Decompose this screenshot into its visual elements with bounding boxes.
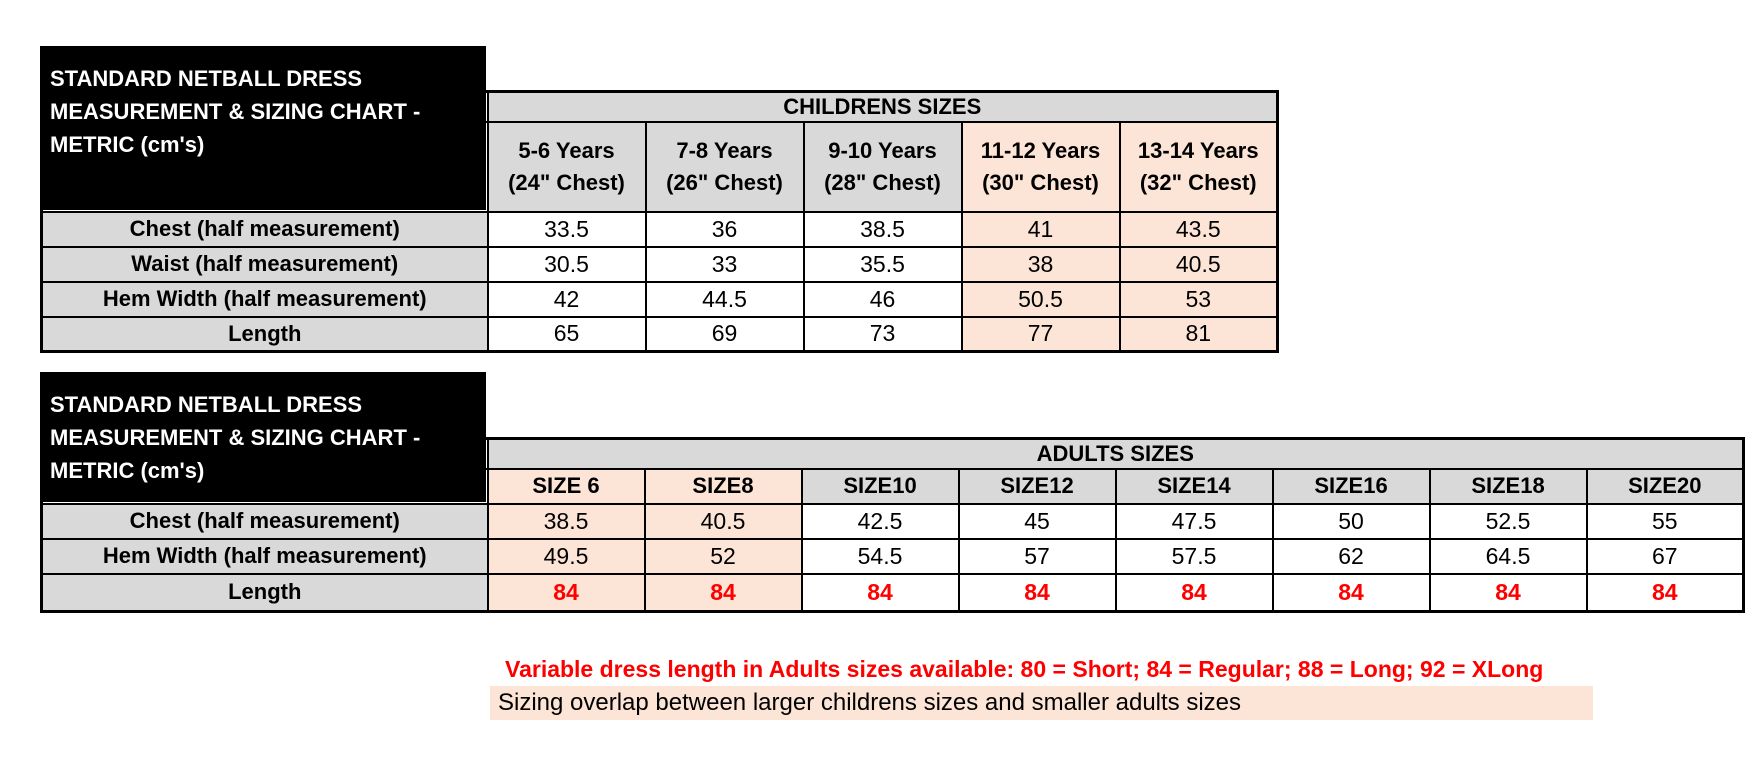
table-title-line: MEASUREMENT & SIZING CHART - (50, 99, 421, 124)
size-value-cell: 47.5 (1114, 502, 1274, 540)
row-label: Length (40, 315, 489, 353)
column-header-line: (24" Chest) (508, 169, 625, 195)
size-value-cell: 52.5 (1428, 502, 1588, 540)
column-header: SIZE 6 (486, 467, 646, 505)
size-value-cell: 84 (800, 572, 960, 613)
column-header-line: SIZE18 (1471, 473, 1545, 498)
row-label: Hem Width (half measurement) (40, 280, 489, 318)
column-header-line: 13-14 Years (1137, 137, 1259, 163)
row-label: Chest (half measurement) (40, 210, 489, 248)
row-label: Hem Width (half measurement) (40, 537, 489, 575)
size-value-cell: 84 (1114, 572, 1274, 613)
row-label: Length (40, 572, 489, 613)
column-header-line: 7-8 Years (676, 137, 773, 163)
column-header-line: SIZE10 (843, 473, 917, 498)
column-header-line: 5-6 Years (518, 137, 615, 163)
sizing-overlap-note: Sizing overlap between larger childrens … (490, 686, 1593, 720)
size-value-cell: 46 (802, 280, 963, 318)
size-value-cell: 33.5 (486, 210, 647, 248)
size-value-cell: 84 (1585, 572, 1745, 613)
column-header-line: SIZE 6 (532, 473, 600, 498)
size-value-cell: 73 (802, 315, 963, 353)
column-header: 13-14 Years (32" Chest) (1118, 120, 1279, 213)
size-value-cell: 41 (960, 210, 1121, 248)
table-title-line: STANDARD NETBALL DRESS (50, 392, 363, 417)
column-header: SIZE10 (800, 467, 960, 505)
column-header-line: (28" Chest) (824, 169, 941, 195)
column-header: 9-10 Years (28" Chest) (802, 120, 963, 213)
size-value-cell: 52 (643, 537, 803, 575)
table-title-line: METRIC (cm's) (50, 458, 205, 483)
size-value-cell: 77 (960, 315, 1121, 353)
column-header: SIZE18 (1428, 467, 1588, 505)
size-value-cell: 43.5 (1118, 210, 1279, 248)
size-value-cell: 57 (957, 537, 1117, 575)
table-title-line: METRIC (cm's) (50, 132, 205, 157)
size-value-cell: 65 (486, 315, 647, 353)
column-header: SIZE20 (1585, 467, 1745, 505)
size-value-cell: 44.5 (644, 280, 805, 318)
size-value-cell: 84 (1271, 572, 1431, 613)
column-header-line: SIZE20 (1628, 473, 1702, 498)
size-value-cell: 42 (486, 280, 647, 318)
variable-length-note: Variable dress length in Adults sizes av… (505, 656, 1544, 682)
size-value-cell: 38 (960, 245, 1121, 283)
size-value-cell: 45 (957, 502, 1117, 540)
row-label: Waist (half measurement) (40, 245, 489, 283)
size-value-cell: 84 (957, 572, 1117, 613)
size-value-cell: 62 (1271, 537, 1431, 575)
size-value-cell: 84 (1428, 572, 1588, 613)
column-header: 5-6 Years (24" Chest) (486, 120, 647, 213)
size-value-cell: 30.5 (486, 245, 647, 283)
size-value-cell: 50.5 (960, 280, 1121, 318)
size-value-cell: 40.5 (1118, 245, 1279, 283)
column-header: 11-12 Years (30" Chest) (960, 120, 1121, 213)
adults-table-title-box: STANDARD NETBALL DRESS MEASUREMENT & SIZI… (40, 372, 486, 502)
size-value-cell: 38.5 (802, 210, 963, 248)
column-header: 7-8 Years (26" Chest) (644, 120, 805, 213)
column-header-line: SIZE12 (1000, 473, 1074, 498)
size-value-cell: 49.5 (486, 537, 646, 575)
size-value-cell: 55 (1585, 502, 1745, 540)
childrens-table-title-box: STANDARD NETBALL DRESS MEASUREMENT & SIZI… (40, 46, 486, 210)
column-header: SIZE14 (1114, 467, 1274, 505)
size-value-cell: 35.5 (802, 245, 963, 283)
size-value-cell: 33 (644, 245, 805, 283)
size-value-cell: 84 (486, 572, 646, 613)
column-header-line: 9-10 Years (828, 137, 937, 163)
size-value-cell: 38.5 (486, 502, 646, 540)
column-header-line: SIZE8 (692, 473, 754, 498)
column-header: SIZE8 (643, 467, 803, 505)
size-value-cell: 54.5 (800, 537, 960, 575)
column-header: SIZE12 (957, 467, 1117, 505)
size-value-cell: 50 (1271, 502, 1431, 540)
size-value-cell: 67 (1585, 537, 1745, 575)
column-header-line: SIZE14 (1157, 473, 1231, 498)
row-label: Chest (half measurement) (40, 502, 489, 540)
group-header: CHILDRENS SIZES (486, 90, 1279, 123)
childrens-sizes-table: CHILDRENS SIZES 5-6 Years (24" Chest) 7-8 Y… (40, 90, 1279, 353)
size-value-cell: 36 (644, 210, 805, 248)
size-value-cell: 57.5 (1114, 537, 1274, 575)
size-value-cell: 81 (1118, 315, 1279, 353)
column-header-line: (30" Chest) (982, 169, 1099, 195)
size-value-cell: 42.5 (800, 502, 960, 540)
column-header-line: (26" Chest) (666, 169, 783, 195)
table-title-line: MEASUREMENT & SIZING CHART - (50, 425, 421, 450)
size-value-cell: 53 (1118, 280, 1279, 318)
column-header-line: (32" Chest) (1139, 169, 1257, 195)
table-title-line: STANDARD NETBALL DRESS (50, 66, 363, 91)
column-header: SIZE16 (1271, 467, 1431, 505)
group-header: ADULTS SIZES (486, 437, 1745, 470)
size-value-cell: 64.5 (1428, 537, 1588, 575)
size-value-cell: 84 (643, 572, 803, 613)
size-value-cell: 69 (644, 315, 805, 353)
column-header-line: SIZE16 (1314, 473, 1388, 498)
column-header-line: 11-12 Years (980, 137, 1101, 163)
size-value-cell: 40.5 (643, 502, 803, 540)
